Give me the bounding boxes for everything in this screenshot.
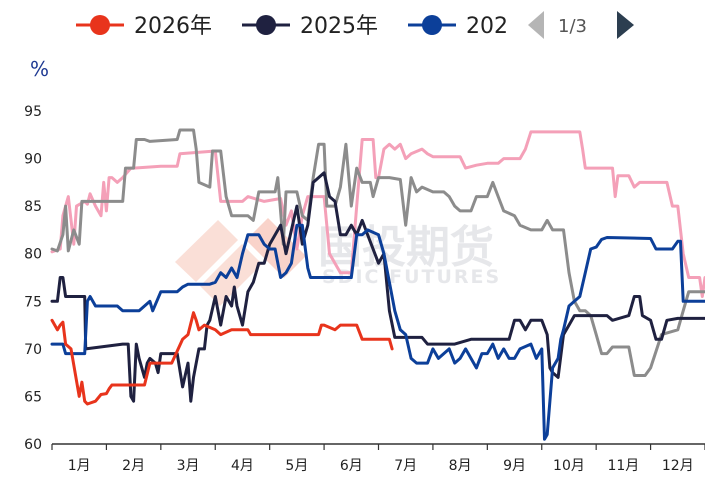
series-line-3 <box>50 223 705 441</box>
y-tick-label: 85 <box>24 199 42 215</box>
pager-prev-icon[interactable] <box>528 11 544 39</box>
y-tick-label: 65 <box>24 389 42 405</box>
y-tick-label: 60 <box>24 437 42 453</box>
x-tick-label: 8月 <box>449 458 472 474</box>
y-tick-label: 70 <box>24 342 42 358</box>
y-tick-label: 75 <box>24 294 42 310</box>
pager-label: 1/3 <box>558 16 587 37</box>
x-tick-label: 6月 <box>340 458 363 474</box>
legend-swatch-202-dot <box>422 15 442 35</box>
x-tick-label: 12月 <box>662 458 694 474</box>
x-tick-label: 11月 <box>607 458 639 474</box>
legend-item-2025[interactable]: 2025年 <box>242 14 378 39</box>
y-tick-label: 95 <box>24 104 42 120</box>
x-tick-label: 4月 <box>231 458 254 474</box>
x-axis: 1月 2月 3月 4月 5月 6月 7月 8月 9月 10月 11月 12月 <box>51 443 705 474</box>
watermark-en: SDIC FUTURES <box>322 266 501 288</box>
series-lines <box>50 128 705 441</box>
legend-label-2026: 2026年 <box>134 14 212 39</box>
legend-item-2026[interactable]: 2026年 <box>76 14 212 39</box>
legend-swatch-2025-dot <box>256 15 276 35</box>
legend-label-2025: 2025年 <box>300 14 378 39</box>
y-unit-label: % <box>30 57 49 81</box>
legend: 2026年 2025年 202 1/3 <box>76 11 634 39</box>
legend-swatch-2026-dot <box>90 15 110 35</box>
y-tick-label: 90 <box>24 152 42 168</box>
series-line-1 <box>50 128 705 377</box>
legend-pager: 1/3 <box>528 11 634 39</box>
x-tick-label: 1月 <box>68 458 91 474</box>
y-tick-label: 80 <box>24 247 42 263</box>
x-tick-label: 5月 <box>285 458 308 474</box>
legend-label-202: 202 <box>466 14 508 39</box>
legend-item-202[interactable]: 202 <box>408 14 508 39</box>
series-line-0 <box>50 130 705 298</box>
x-tick-label: 9月 <box>503 458 526 474</box>
x-tick-label: 3月 <box>177 458 200 474</box>
x-tick-label: 10月 <box>553 458 585 474</box>
pager-next-icon[interactable] <box>617 11 634 39</box>
watermark: 国投期货 SDIC FUTURES <box>175 218 501 306</box>
series-line-2 <box>50 171 705 403</box>
series-line-4 <box>50 311 394 406</box>
y-axis-ticks: 60 65 70 75 80 85 90 95 <box>24 104 42 453</box>
x-tick-label: 2月 <box>122 458 145 474</box>
x-tick-label: 7月 <box>394 458 417 474</box>
